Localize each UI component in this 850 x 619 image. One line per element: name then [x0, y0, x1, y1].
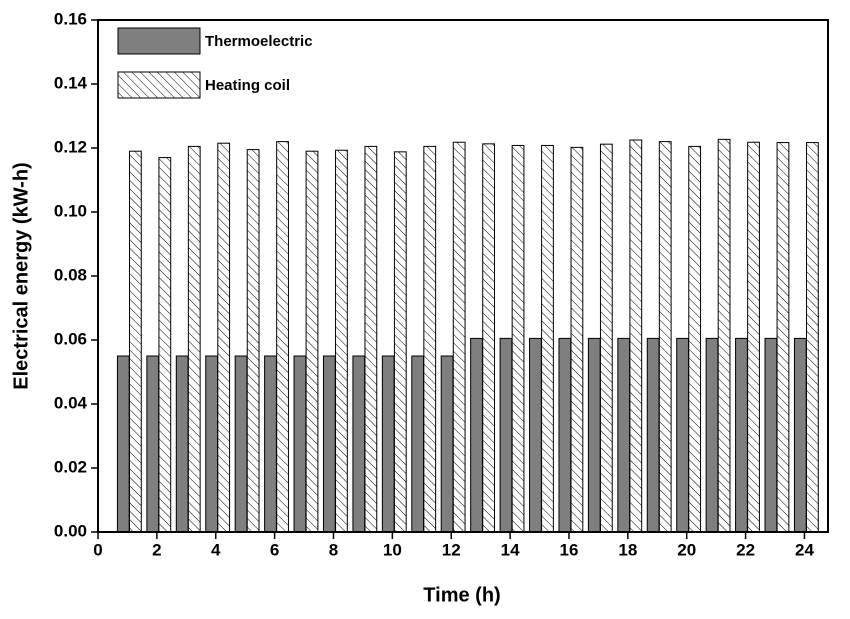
bar [234, 355, 248, 533]
bar [511, 144, 525, 533]
bar [629, 139, 643, 533]
bar [276, 141, 289, 533]
x-tick-label: 12 [442, 540, 461, 559]
bar [646, 337, 660, 533]
y-tick-label: 0.14 [54, 73, 88, 92]
x-tick-label: 8 [329, 540, 338, 559]
bar [735, 337, 748, 533]
bar [146, 355, 160, 533]
bar [705, 337, 719, 533]
bar [793, 337, 807, 533]
x-tick-label: 4 [211, 540, 221, 559]
bar [747, 141, 760, 533]
bar [364, 145, 378, 533]
bar [541, 144, 554, 533]
y-tick-label: 0.12 [54, 137, 87, 156]
bar [529, 337, 542, 533]
bar [381, 355, 395, 533]
bar [776, 142, 790, 533]
bar [806, 142, 819, 533]
bar [499, 337, 513, 533]
x-tick-label: 18 [618, 540, 637, 559]
bar [128, 150, 142, 533]
y-tick-label: 0.02 [54, 457, 87, 476]
bar [717, 138, 731, 533]
legend-label: Thermoelectric [205, 33, 313, 50]
bar [393, 151, 407, 533]
y-tick-label: 0.10 [54, 201, 87, 220]
bar [116, 355, 130, 533]
bar [688, 145, 702, 533]
bar [175, 355, 189, 533]
legend-swatch [117, 71, 201, 99]
legend-swatch [117, 27, 201, 55]
y-axis-title: Electrical energy (kW-h) [10, 162, 32, 389]
y-tick-label: 0.00 [54, 521, 87, 540]
bar [205, 355, 219, 533]
x-tick-label: 22 [736, 540, 755, 559]
x-tick-label: 20 [677, 540, 696, 559]
bar [617, 337, 631, 533]
bar [764, 337, 778, 533]
bar [264, 355, 277, 533]
bar [158, 157, 172, 533]
bar [246, 149, 260, 533]
bar [440, 355, 454, 533]
bar [570, 146, 584, 533]
y-tick-label: 0.08 [54, 265, 87, 284]
x-tick-label: 0 [93, 540, 102, 559]
bar [587, 337, 601, 533]
bar [411, 355, 425, 533]
bar [482, 143, 495, 533]
plot-frame [97, 19, 829, 533]
bar [452, 141, 466, 533]
x-tick-label: 16 [560, 540, 579, 559]
bar [217, 142, 231, 533]
x-tick-label: 14 [501, 540, 520, 559]
bar [187, 145, 201, 533]
bar [558, 337, 572, 533]
y-tick-label: 0.04 [54, 393, 88, 412]
bar [423, 145, 437, 533]
x-tick-label: 24 [795, 540, 814, 559]
y-tick-label: 0.16 [54, 9, 87, 28]
x-tick-label: 10 [383, 540, 402, 559]
bar [322, 355, 336, 533]
bar [335, 149, 348, 533]
legend-label: Heating coil [205, 77, 290, 94]
bar [352, 355, 366, 533]
x-axis-title: Time (h) [423, 584, 500, 606]
bar [658, 141, 672, 533]
x-tick-label: 2 [152, 540, 161, 559]
y-tick-label: 0.06 [54, 329, 87, 348]
bar [470, 337, 483, 533]
bar [305, 150, 319, 533]
bar [676, 337, 689, 533]
bar [599, 143, 613, 533]
x-tick-label: 6 [270, 540, 279, 559]
bar [293, 355, 307, 533]
